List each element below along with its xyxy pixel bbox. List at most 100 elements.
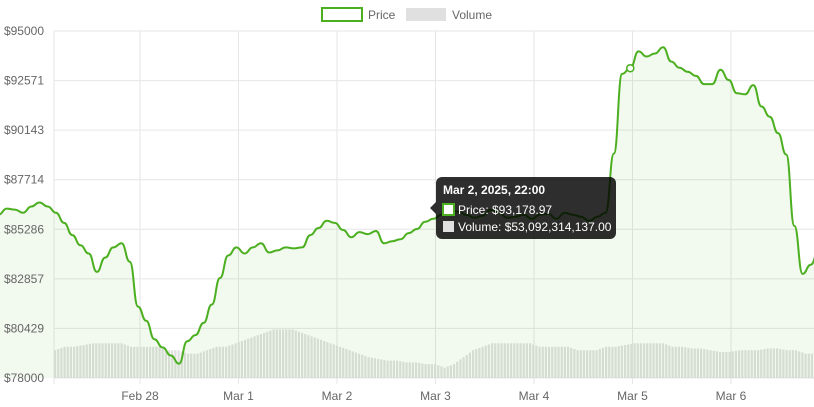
volume-bar [427,364,430,378]
volume-bar [674,346,677,378]
volume-bar [421,363,424,378]
legend-volume-swatch[interactable] [406,8,446,21]
y-tick-label: $80429 [4,321,44,335]
volume-bar [440,366,443,378]
volume-bar [684,347,687,378]
volume-bar [149,346,152,378]
volume-bar [725,351,728,378]
volume-bar [256,335,259,378]
y-axis: $95000 $92571 $90143 $87714 $85286 $82857 $804… [4,24,44,385]
volume-bar [484,345,487,378]
volume-bar [519,343,522,378]
volume-bar [158,346,161,378]
volume-bar [335,345,338,378]
volume-bar [516,343,519,378]
volume-bar [354,352,357,378]
volume-bar [95,343,98,378]
legend-price-swatch[interactable] [321,7,363,22]
volume-bar [247,338,250,378]
volume-bar [76,346,79,378]
volume-bar [557,346,560,378]
volume-bar [123,344,126,378]
volume-bar [633,343,636,378]
volume-bar [111,343,114,378]
y-tick-label: $87714 [4,173,44,187]
volume-bar [85,344,88,378]
legend-volume-label[interactable]: Volume [452,8,492,22]
volume-bar [601,347,604,378]
volume-bar [481,346,484,378]
hover-point-marker [626,63,635,73]
volume-bar [551,346,554,378]
volume-bar [358,353,361,378]
volume-bar [804,353,807,378]
volume-bar [506,343,509,378]
volume-bar [57,349,60,378]
volume-bar [212,347,215,378]
volume-bar [424,364,427,378]
volume-bar [142,346,145,378]
volume-bar [288,329,291,378]
volume-bar [576,350,579,378]
volume-bar [310,336,313,378]
volume-bar [769,348,772,378]
volume-bar [209,349,212,378]
volume-bar [810,353,813,378]
x-tick-label: Mar 4 [519,389,550,403]
volume-bar [639,343,642,378]
volume-bar [500,343,503,378]
volume-bar [532,344,535,378]
volume-bar [449,365,452,378]
tooltip-price-value: Price: $93,178.97 [458,203,552,217]
volume-bar [437,365,440,378]
volume-bar [190,353,193,378]
volume-bar [313,337,316,378]
volume-bar [269,330,272,378]
volume-bar [548,346,551,378]
volume-bar [722,351,725,378]
volume-bar [73,346,76,378]
volume-bar [215,346,218,378]
volume-bar [234,343,237,378]
volume-bar [529,343,532,378]
volume-bar [801,352,804,378]
legend-price-label[interactable]: Price [368,8,396,22]
volume-bar [380,359,383,378]
volume-bar [415,362,418,378]
volume-bar [405,362,408,378]
y-tick-label: $95000 [4,24,44,38]
volume-bar [554,346,557,378]
volume-bar [456,361,459,378]
volume-bar [522,343,525,378]
tooltip: Mar 2, 2025, 22:00 Price: $93,178.97 Vol… [430,63,635,239]
volume-bar [155,346,158,378]
volume-bar [411,362,414,378]
volume-bar [174,350,177,378]
volume-bar [240,340,243,378]
volume-bar [703,349,706,378]
volume-bar [570,347,573,378]
volume-bar [244,339,247,378]
volume-bar [171,350,174,378]
volume-bar [443,367,446,378]
x-tick-label: Mar 2 [322,389,353,403]
volume-bar [139,346,142,378]
volume-bar [152,346,155,378]
volume-bar [69,346,72,378]
volume-bar [329,343,332,378]
volume-bar [459,359,462,378]
legend[interactable]: Price Volume [321,7,492,22]
y-tick-label: $78000 [4,371,44,385]
volume-bar [586,350,589,378]
volume-bar [525,343,528,378]
volume-bar [541,346,544,378]
price-series [0,46,814,378]
volume-bar [250,337,253,378]
volume-bar [54,350,57,378]
volume-bar [278,329,281,378]
volume-bar [434,364,437,378]
volume-bar [627,344,630,378]
volume-bar [79,345,82,378]
x-tick-label: Mar 3 [420,389,451,403]
volume-bar [662,343,665,378]
